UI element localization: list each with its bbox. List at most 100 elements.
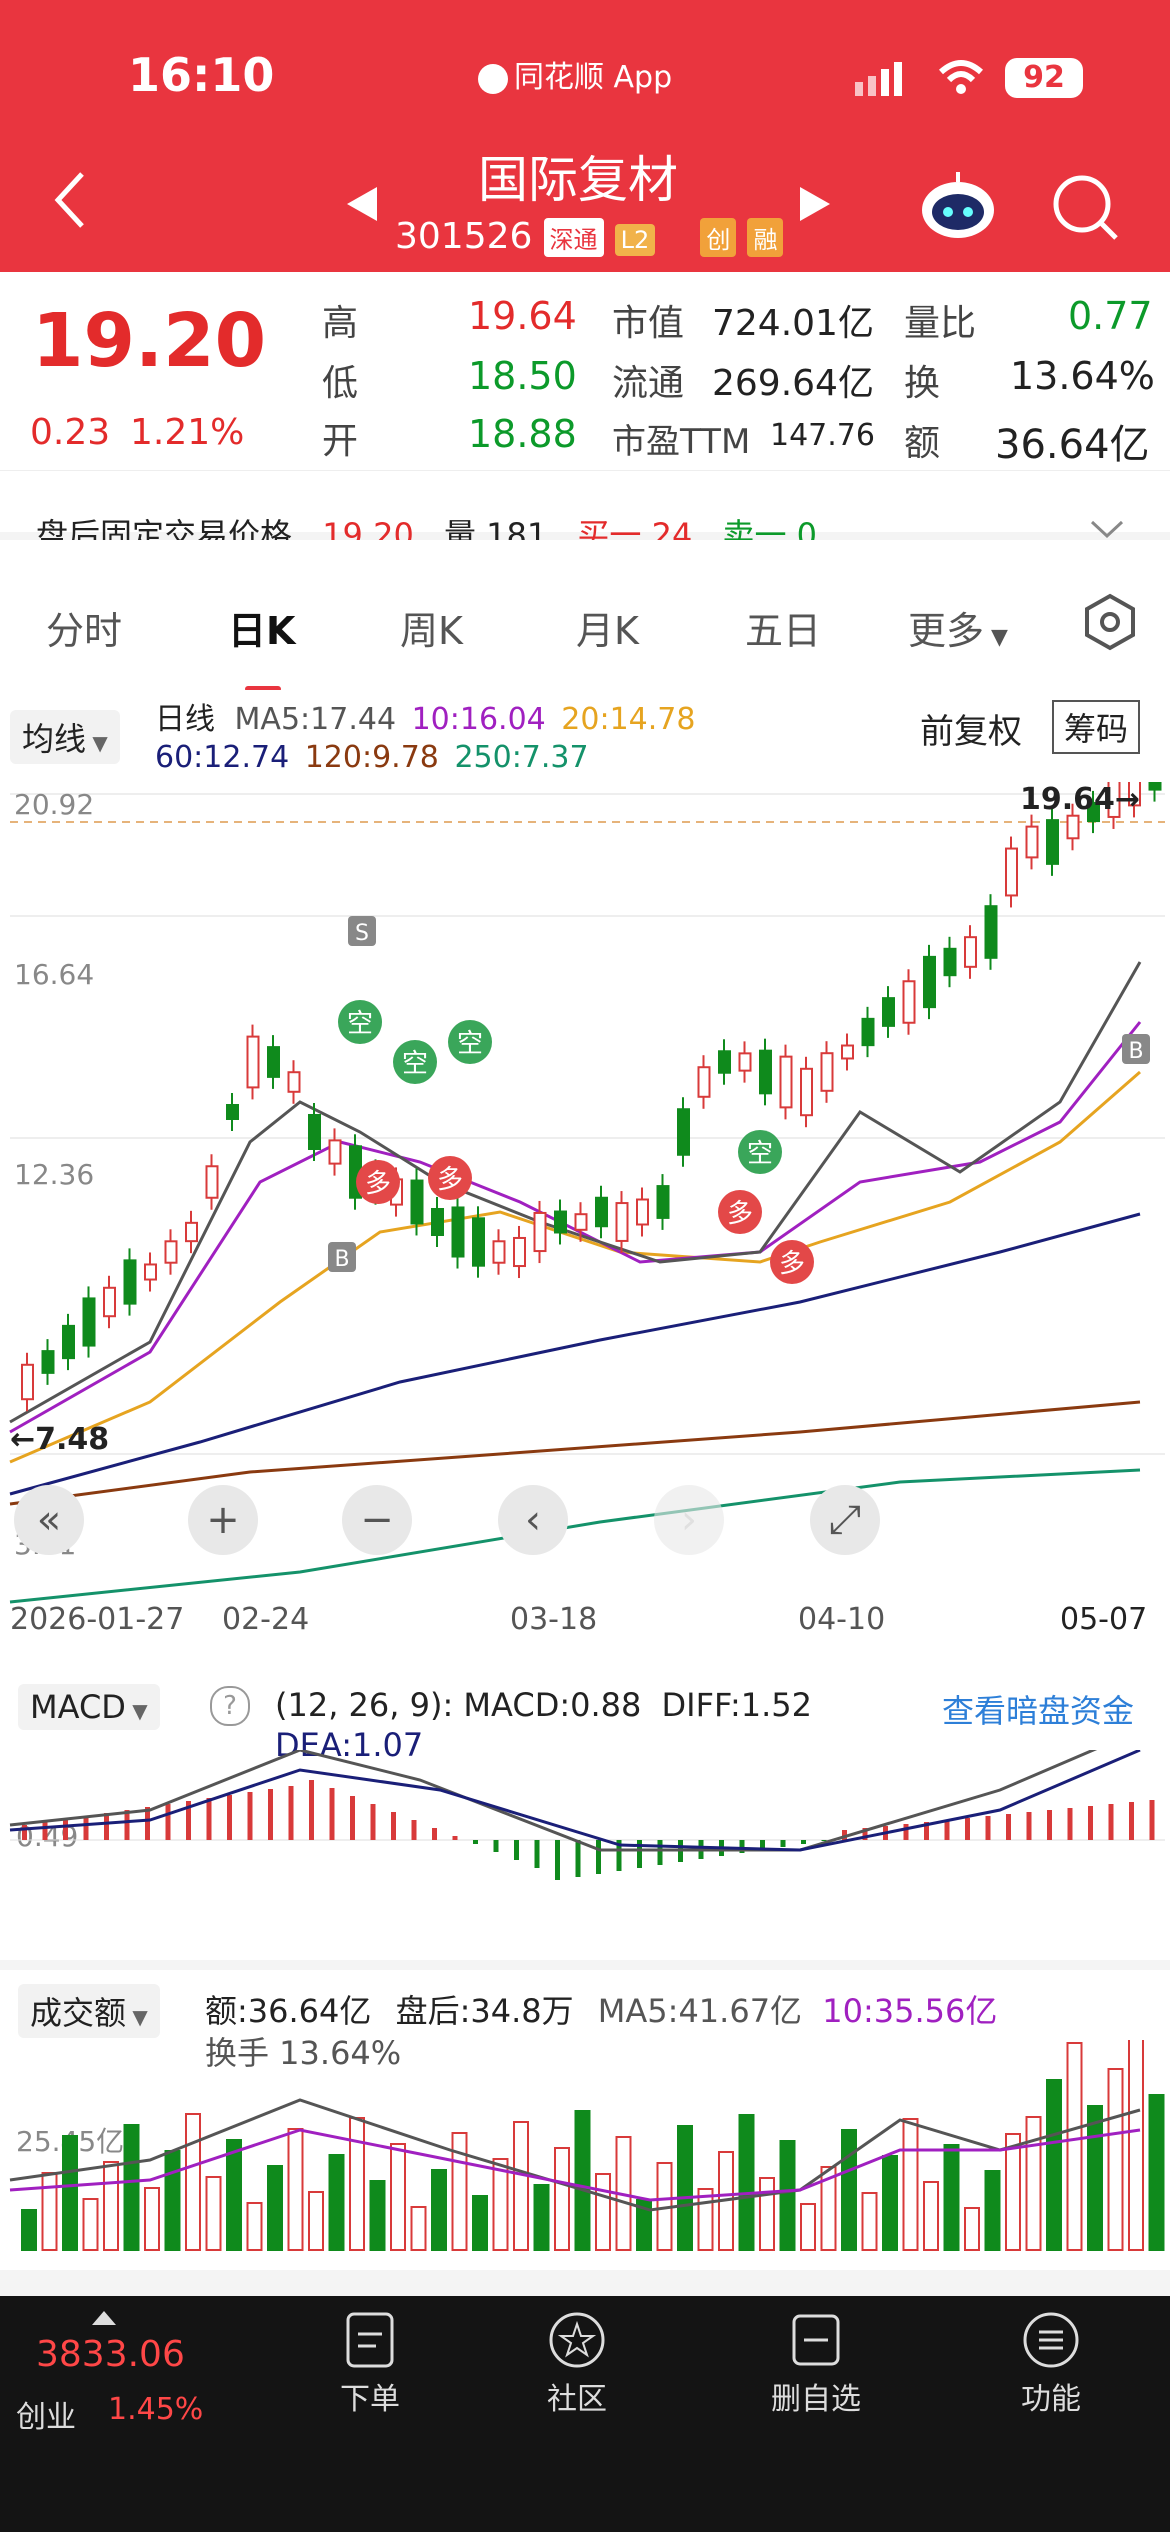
adjust-type[interactable]: 前复权 (920, 712, 1022, 752)
low-value: 18.50 (468, 354, 577, 398)
scroll-start-button[interactable]: « (14, 1485, 84, 1555)
diff-line (9, 1750, 1098, 1852)
volume-bar (554, 2147, 570, 2251)
remove-watchlist-button[interactable]: 删自选 (746, 2310, 886, 2418)
volume-amount: 额:36.64亿 (205, 1992, 372, 2030)
tab-weekly-k[interactable]: 周K (400, 609, 463, 653)
macd-bar (821, 1840, 827, 1841)
stock-code: 301526 (395, 216, 533, 257)
scroll-left-button[interactable]: ‹ (498, 1485, 568, 1555)
back-icon[interactable] (50, 170, 90, 234)
candle-body (451, 1206, 465, 1258)
tab-five-day[interactable]: 五日 (745, 609, 822, 653)
order-button[interactable]: 下单 (305, 2310, 435, 2418)
macd-bar (555, 1840, 560, 1880)
volume-bar (1148, 2094, 1165, 2251)
prev-stock-icon[interactable] (345, 185, 379, 227)
functions-button[interactable]: 功能 (986, 2310, 1116, 2418)
volume-bar (820, 2166, 837, 2251)
candle-body (410, 1179, 424, 1225)
period-tabs: 分时 日K 周K 月K 五日 更多 ▼ (0, 540, 1170, 692)
community-button[interactable]: 社区 (512, 2310, 642, 2418)
macd-bar (1026, 1812, 1032, 1840)
tab-daily-k[interactable]: 日K (228, 609, 296, 653)
candle-body (882, 997, 895, 1027)
chevron-down-icon[interactable] (1090, 520, 1124, 544)
high-value: 19.64 (468, 294, 577, 338)
macd-bar (391, 1812, 396, 1840)
badge-rong: 融 (747, 218, 784, 257)
index-value[interactable]: 3833.06 (36, 2334, 185, 2375)
macd-chart[interactable] (0, 1750, 1170, 1960)
line-type-label: 日线 (155, 702, 215, 737)
ma-select[interactable]: 均线 ▼ (10, 710, 120, 764)
fullscreen-icon: ⤢ (829, 1497, 861, 1543)
macd-bar (186, 1801, 191, 1840)
help-icon[interactable]: ? (210, 1686, 250, 1726)
tab-monthly-k[interactable]: 月K (576, 609, 639, 653)
macd-bar (760, 1840, 765, 1850)
macd-bar (83, 1816, 89, 1840)
zoom-out-button[interactable]: − (342, 1485, 412, 1555)
candle-body (144, 1263, 157, 1281)
chevron-left-icon: ‹ (525, 1497, 541, 1543)
tab-more[interactable]: 更多 ▼ (908, 609, 1008, 653)
stock-name: 国际复材 (478, 151, 678, 209)
badge-chuang: 创 (700, 218, 737, 257)
volume-chart[interactable] (0, 2040, 1170, 2266)
volume-bar (677, 2125, 693, 2251)
turnover-label: 换 (904, 363, 941, 404)
vr-value: 0.77 (1068, 294, 1153, 338)
dark-pool-link[interactable]: 查看暗盘资金 (942, 1692, 1135, 1730)
macd-bar (22, 1825, 27, 1840)
candle-body (1148, 782, 1162, 791)
volume-select[interactable]: 成交额 ▼ (18, 1984, 160, 2038)
volume-bar (410, 2206, 427, 2251)
settings-hexagon-icon[interactable] (1080, 592, 1140, 656)
candle-body (820, 1052, 834, 1092)
tab-active-indicator (245, 686, 281, 692)
zoom-in-button[interactable]: + (188, 1485, 258, 1555)
buy-signal-marker (718, 1190, 762, 1234)
macd-select[interactable]: MACD ▼ (18, 1684, 160, 1730)
fullscreen-button[interactable]: ⤢ (810, 1485, 880, 1555)
sell-signal-marker (393, 1040, 437, 1084)
macd-bar (63, 1819, 68, 1840)
dea-value: DEA:1.07 (275, 1726, 424, 1764)
volume-bar (574, 2110, 591, 2251)
volume-bar (246, 2202, 263, 2251)
y-axis-label-2: 16.64 (14, 958, 95, 991)
volume-bar (533, 2184, 550, 2251)
next-stock-icon[interactable] (798, 185, 832, 227)
volume-bar (328, 2154, 345, 2251)
chip-button[interactable]: 筹码 (1052, 700, 1141, 754)
diff-value: DIFF:1.52 (661, 1686, 812, 1724)
sb-marker (348, 916, 376, 946)
wifi-icon (938, 60, 984, 100)
macd-bar (165, 1804, 171, 1840)
last-price: 19.20 (32, 298, 267, 384)
tab-fenshi[interactable]: 分时 (46, 609, 123, 653)
search-icon[interactable] (1050, 172, 1120, 246)
volume-bar (1087, 2105, 1103, 2251)
candle-body (861, 1017, 875, 1047)
macd-bar (288, 1786, 294, 1840)
robot-icon[interactable] (918, 170, 998, 244)
candle-body (1107, 782, 1121, 818)
volume-bar (882, 2155, 898, 2251)
app-name: 同花顺 App (478, 52, 672, 96)
macd-bar (1088, 1806, 1093, 1840)
macd-bar (985, 1816, 991, 1840)
y-axis-label-top: 20.92 (14, 788, 95, 821)
menu-circle-icon (1023, 2312, 1079, 2368)
candle-body (1025, 825, 1039, 859)
sell-signal-marker (448, 1020, 492, 1064)
candle-body (718, 1050, 731, 1074)
candle-body (1128, 782, 1141, 807)
macd-value: MACD:0.88 (463, 1686, 642, 1724)
status-time: 16:10 (128, 48, 275, 102)
candle-body (103, 1286, 116, 1318)
scroll-right-button[interactable]: › (654, 1485, 724, 1555)
amount-value: 36.64亿 (995, 422, 1150, 468)
